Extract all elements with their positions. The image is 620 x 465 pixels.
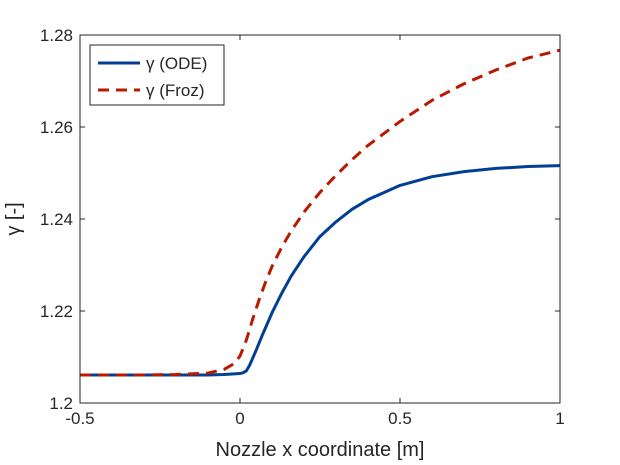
y-tick-label: 1.22 xyxy=(40,302,73,321)
x-tick-label: -0.5 xyxy=(65,409,94,428)
x-axis-title: Nozzle x coordinate [m] xyxy=(216,439,425,461)
y-tick-label: 1.28 xyxy=(40,26,73,45)
legend-label-ode: γ (ODE) xyxy=(146,54,207,73)
ticks-layer: -0.5 0 0.5 1 1.2 1.22 1.24 1.26 1.28 xyxy=(40,26,565,428)
legend: γ (ODE) γ (Froz) xyxy=(89,44,225,106)
legend-label-froz: γ (Froz) xyxy=(146,81,205,100)
x-tick-label: 0.5 xyxy=(388,409,412,428)
y-tick-label: 1.24 xyxy=(40,210,73,229)
series-line-ode xyxy=(80,164,561,377)
y-tick-label: 1.2 xyxy=(49,394,73,413)
y-axis-title: γ [-] xyxy=(3,202,25,235)
x-tick-label: 0 xyxy=(235,409,244,428)
legend-box xyxy=(89,44,225,106)
y-tick-label: 1.26 xyxy=(40,118,73,137)
x-tick-label: 1 xyxy=(555,409,564,428)
axes-box xyxy=(79,34,561,404)
series-line-froz xyxy=(80,48,561,377)
series-layer xyxy=(80,48,561,377)
